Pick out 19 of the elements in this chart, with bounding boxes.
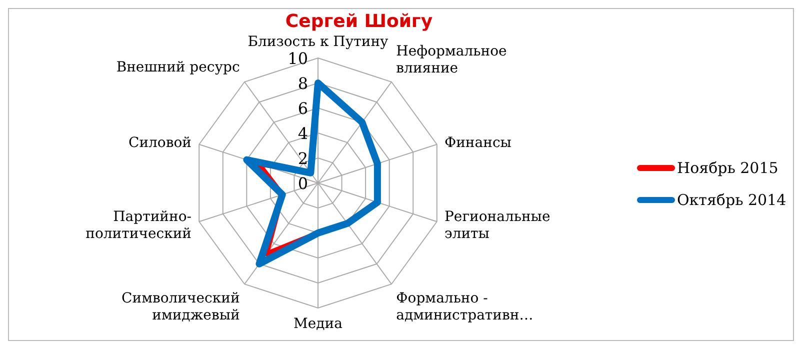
legend-label: Ноябрь 2015: [677, 159, 778, 177]
spoke-label: Неформальное влияние: [396, 43, 507, 76]
spoke-label: Партийно- политический: [86, 209, 192, 242]
spoke-label: Региональные элиты: [444, 209, 550, 242]
spoke-label: Формально - административн…: [396, 290, 534, 324]
y-tick-label: 8: [298, 74, 308, 93]
spoke-label: Символический имиджевый: [122, 290, 240, 324]
spoke-label: Медиа: [294, 316, 342, 332]
spoke-label: Силовой: [128, 134, 192, 151]
y-tick-label: 2: [298, 149, 308, 168]
legend-label: Октябрь 2014: [677, 191, 786, 209]
spoke-label: Финансы: [444, 134, 512, 151]
y-tick-label: 0: [298, 174, 308, 193]
spoke-label: Внешний ресурс: [116, 59, 240, 76]
y-tick-label: 4: [298, 124, 308, 143]
y-tick-label: 10: [288, 49, 308, 68]
chart-title: Сергей Шойгу: [284, 11, 434, 32]
y-tick-label: 6: [298, 99, 308, 118]
spoke-label: Близость к Путину: [248, 34, 390, 50]
